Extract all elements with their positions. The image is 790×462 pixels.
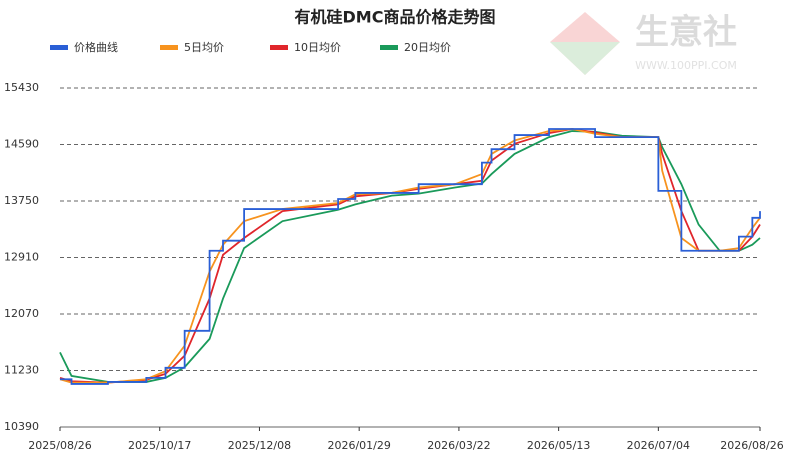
legend-swatch [380, 45, 398, 50]
y-tick-label: 13750 [4, 194, 39, 207]
series-line [60, 128, 761, 385]
legend-swatch [270, 45, 288, 50]
x-tick-label: 2026/01/29 [327, 439, 390, 452]
legend-swatch [160, 45, 178, 50]
y-tick-label: 10390 [4, 420, 39, 433]
x-tick-label: 2026/07/04 [627, 439, 690, 452]
watermark: 生意社 WWW.100PPI.COM [550, 12, 737, 75]
y-tick-label: 14590 [4, 138, 39, 151]
legend-label: 5日均价 [184, 41, 224, 54]
x-tick-label: 2025/10/17 [128, 439, 191, 452]
series-line [59, 128, 761, 384]
y-tick-label: 11230 [4, 364, 39, 377]
y-tick-label: 12070 [4, 307, 39, 320]
logo [550, 12, 620, 75]
chart-title: 有机硅DMC商品价格走势图 [295, 8, 496, 27]
watermark-url: WWW.100PPI.COM [635, 59, 737, 72]
legend-label: 价格曲线 [74, 40, 118, 54]
x-tick-label: 2026/03/22 [427, 439, 490, 452]
legend-label: 20日均价 [404, 41, 451, 54]
x-tick-label: 2025/08/26 [28, 439, 91, 452]
logo [550, 42, 620, 75]
legend-swatch [50, 45, 68, 50]
x-tick-label: 2026/05/13 [527, 439, 590, 452]
series-line [59, 130, 761, 383]
x-tick-label: 2025/12/08 [228, 439, 291, 452]
legend-label: 10日均价 [294, 41, 341, 54]
watermark-name: 生意社 [635, 13, 737, 53]
y-tick-label: 15430 [4, 81, 39, 94]
x-tick-label: 2026/08/26 [720, 439, 783, 452]
y-tick-label: 12910 [4, 251, 39, 264]
series-line [59, 128, 761, 384]
